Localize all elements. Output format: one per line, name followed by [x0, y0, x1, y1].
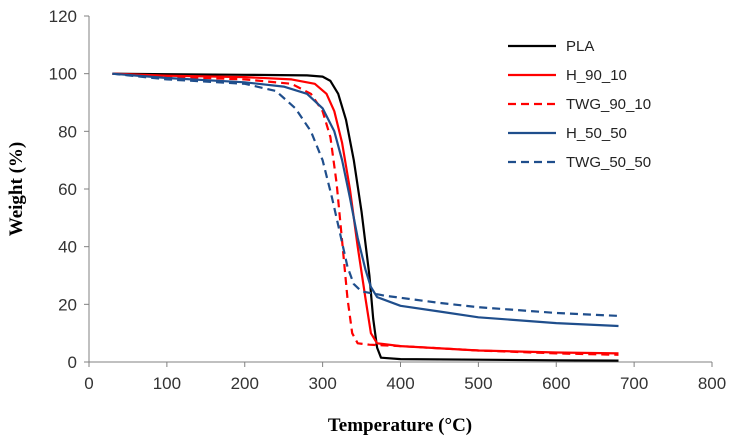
y-tick-label: 100: [49, 65, 77, 84]
axes: 0 20 40 60 80 100 120 0 100 200 300 400 500 600 700 800: [49, 7, 727, 393]
legend-label-twg-50-50: TWG_50_50: [566, 154, 651, 171]
x-tick-label: 200: [231, 374, 259, 393]
y-tick-label: 0: [68, 353, 77, 372]
x-tick-label: 0: [84, 374, 93, 393]
legend-label-twg-90-10: TWG_90_10: [566, 96, 651, 113]
y-tick-label: 120: [49, 7, 77, 26]
x-tick-label: 500: [464, 374, 492, 393]
x-tick-label: 700: [620, 374, 648, 393]
x-axis-title: Temperature (°C): [328, 415, 472, 436]
legend-label-pla: PLA: [566, 38, 594, 55]
x-tick-label: 800: [698, 374, 726, 393]
y-tick-label: 40: [58, 238, 77, 257]
x-tick-label: 400: [386, 374, 414, 393]
legend-label-h-50-50: H_50_50: [566, 125, 627, 142]
legend-label-h-90-10: H_90_10: [566, 67, 627, 84]
x-tick-label: 100: [153, 374, 181, 393]
y-axis-title: Weight (%): [6, 142, 27, 236]
legend: PLA H_90_10 TWG_90_10 H_50_50 TWG_50_50: [508, 38, 651, 171]
x-tick-label: 300: [308, 374, 336, 393]
series-line-pla: [112, 72, 619, 362]
series-line-h-50-50: [112, 72, 619, 328]
y-tick-label: 60: [58, 180, 77, 199]
y-tick-label: 20: [58, 295, 77, 314]
series-line-twg-90-10: [112, 72, 619, 356]
x-tick-label: 600: [542, 374, 570, 393]
series-line-twg-50-50: [112, 72, 619, 317]
series-layer: [112, 72, 619, 362]
y-tick-label: 80: [58, 122, 77, 141]
series-line-h-90-10: [112, 72, 619, 355]
